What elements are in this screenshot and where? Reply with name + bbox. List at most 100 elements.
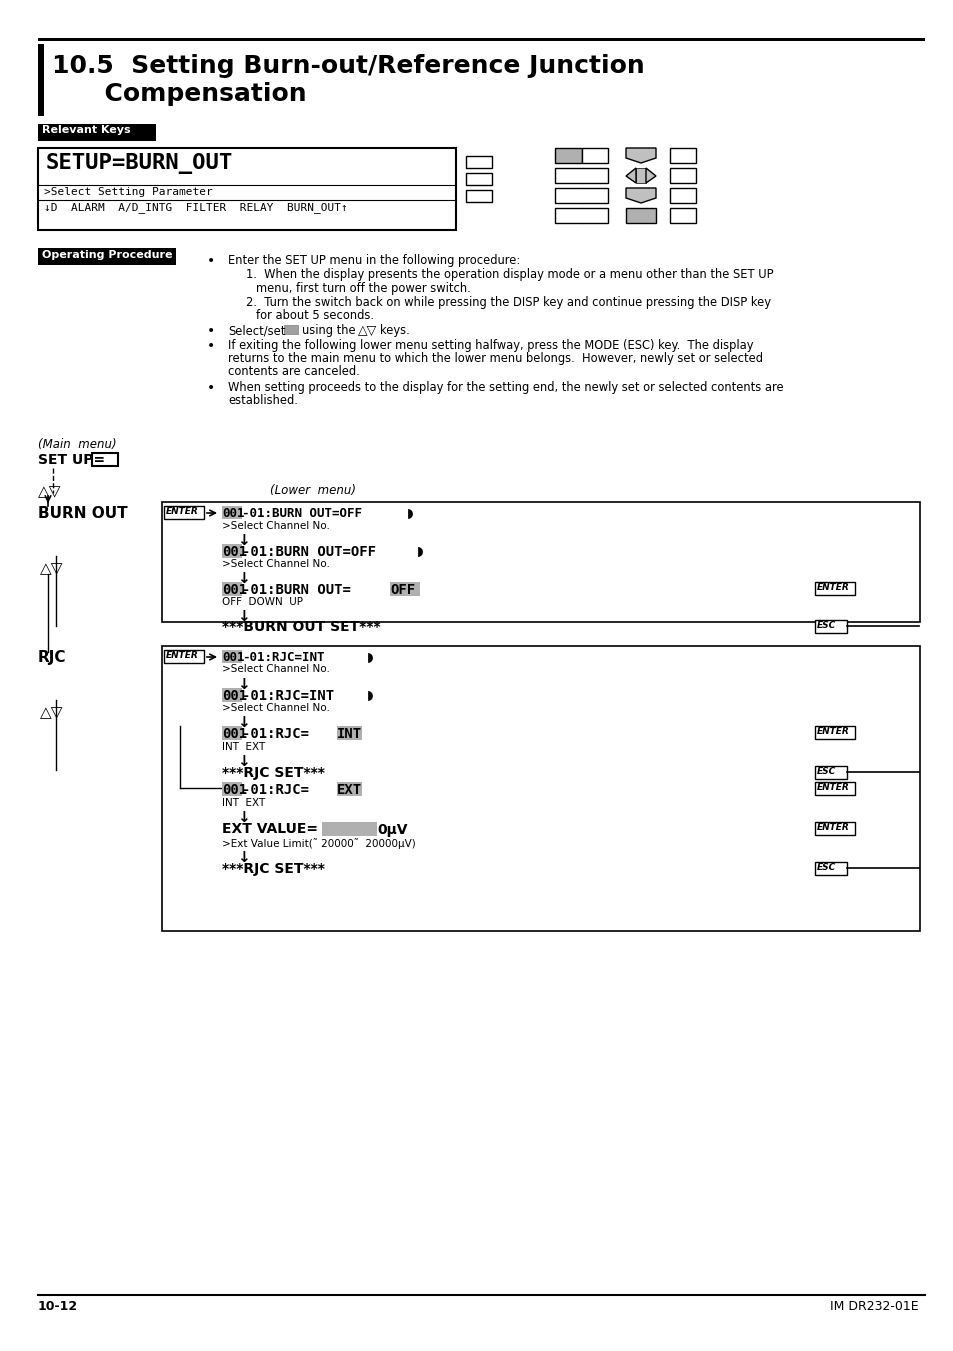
Text: 001: 001 <box>222 584 247 597</box>
Text: OFF: OFF <box>390 584 415 597</box>
Text: ENTER: ENTER <box>166 507 198 516</box>
Text: •: • <box>207 254 215 267</box>
Text: using the: using the <box>302 324 355 336</box>
Bar <box>555 168 607 182</box>
Text: 001: 001 <box>222 507 244 520</box>
Bar <box>164 507 204 519</box>
Text: ↓: ↓ <box>236 850 250 865</box>
Text: BURN OUT: BURN OUT <box>38 507 128 521</box>
Bar <box>38 38 924 41</box>
Text: ENTER: ENTER <box>166 651 198 661</box>
Text: -01:RJC=: -01:RJC= <box>242 727 309 740</box>
Text: keys.: keys. <box>379 324 410 336</box>
Text: •: • <box>207 381 215 394</box>
Text: When setting proceeds to the display for the setting end, the newly set or selec: When setting proceeds to the display for… <box>228 381 782 394</box>
Bar <box>91 453 118 466</box>
Bar <box>814 766 846 780</box>
Text: 0μV: 0μV <box>376 823 407 838</box>
Bar <box>336 725 361 740</box>
Bar <box>636 168 645 182</box>
Bar <box>625 208 656 223</box>
Bar <box>669 168 696 182</box>
Bar <box>222 782 242 796</box>
Text: >Select Channel No.: >Select Channel No. <box>222 559 330 569</box>
Bar <box>222 507 242 519</box>
Text: >Select Channel No.: >Select Channel No. <box>222 703 330 713</box>
Text: RJC: RJC <box>38 650 67 665</box>
Text: ESC: ESC <box>816 621 836 630</box>
Text: △▽: △▽ <box>38 484 61 499</box>
Bar <box>814 782 854 794</box>
Text: -01:BURN OUT=: -01:BURN OUT= <box>242 584 351 597</box>
Text: returns to the main menu to which the lower menu belongs.  However, newly set or: returns to the main menu to which the lo… <box>228 353 762 365</box>
Bar <box>555 149 581 163</box>
Text: •: • <box>207 324 215 338</box>
Bar <box>555 188 607 203</box>
Text: -01:RJC=INT: -01:RJC=INT <box>242 651 324 663</box>
Bar <box>555 208 607 223</box>
Text: ◗: ◗ <box>407 507 414 520</box>
Text: Operating Procedure: Operating Procedure <box>42 250 172 259</box>
Polygon shape <box>625 149 656 163</box>
Bar <box>581 149 607 163</box>
Text: EXT VALUE=: EXT VALUE= <box>222 821 317 836</box>
Text: ◗: ◗ <box>367 689 374 703</box>
Bar <box>669 208 696 223</box>
Bar <box>162 503 919 621</box>
Text: ***RJC SET***: ***RJC SET*** <box>222 862 325 875</box>
Bar <box>222 650 242 663</box>
Text: Relevant Keys: Relevant Keys <box>42 126 131 135</box>
Text: INT  EXT: INT EXT <box>222 798 265 808</box>
Bar <box>38 45 44 116</box>
Text: 001: 001 <box>222 727 247 740</box>
Bar <box>284 326 297 334</box>
Text: ESC: ESC <box>816 863 836 871</box>
Bar <box>322 821 376 836</box>
Bar <box>814 620 846 634</box>
Text: INT  EXT: INT EXT <box>222 742 265 753</box>
Text: ↓: ↓ <box>236 609 250 624</box>
Bar <box>336 782 361 796</box>
Text: (Main  menu): (Main menu) <box>38 438 116 451</box>
Bar <box>38 149 456 230</box>
Text: If exiting the following lower menu setting halfway, press the MODE (ESC) key.  : If exiting the following lower menu sett… <box>228 339 753 353</box>
Bar <box>162 646 919 931</box>
Text: -01:RJC=: -01:RJC= <box>242 784 309 797</box>
Text: -01:BURN OUT=OFF: -01:BURN OUT=OFF <box>242 507 361 520</box>
Bar <box>814 582 854 594</box>
Polygon shape <box>625 188 656 203</box>
Text: 10-12: 10-12 <box>38 1300 78 1313</box>
Bar <box>222 544 242 558</box>
Text: Compensation: Compensation <box>52 82 306 105</box>
Polygon shape <box>625 168 636 182</box>
Text: ↓: ↓ <box>236 811 250 825</box>
Polygon shape <box>645 168 656 182</box>
Text: ↓D  ALARM  A/D_INTG  FILTER  RELAY  BURN_OUT↑: ↓D ALARM A/D_INTG FILTER RELAY BURN_OUT↑ <box>44 203 348 213</box>
Text: -01:RJC=INT: -01:RJC=INT <box>242 689 334 703</box>
Text: SETUP=BURN_OUT: SETUP=BURN_OUT <box>46 153 233 174</box>
Text: >Ext Value Limit(˜ 20000˜  20000μV): >Ext Value Limit(˜ 20000˜ 20000μV) <box>222 838 416 848</box>
Text: -01:BURN OUT=OFF: -01:BURN OUT=OFF <box>242 544 375 559</box>
Bar <box>669 188 696 203</box>
Bar <box>814 725 854 739</box>
Text: ENTER: ENTER <box>816 823 849 832</box>
Text: 1.  When the display presents the operation display mode or a menu other than th: 1. When the display presents the operati… <box>246 267 773 281</box>
Bar <box>222 725 242 740</box>
Text: EXT: EXT <box>336 784 362 797</box>
Text: menu, first turn off the power switch.: menu, first turn off the power switch. <box>255 282 470 295</box>
Text: contents are canceled.: contents are canceled. <box>228 365 359 378</box>
Text: established.: established. <box>228 394 297 407</box>
Text: •: • <box>207 339 215 353</box>
Text: INT: INT <box>336 727 362 740</box>
Bar <box>222 688 242 703</box>
Text: ***RJC SET***: ***RJC SET*** <box>222 766 325 780</box>
Bar <box>38 124 156 141</box>
Text: 001: 001 <box>222 784 247 797</box>
Bar <box>814 821 854 835</box>
Text: >Select Channel No.: >Select Channel No. <box>222 521 330 531</box>
Text: for about 5 seconds.: for about 5 seconds. <box>255 309 374 322</box>
Text: ◗: ◗ <box>416 544 423 558</box>
Text: ENTER: ENTER <box>816 784 849 792</box>
Text: >Select Channel No.: >Select Channel No. <box>222 663 330 674</box>
Bar <box>222 582 242 596</box>
